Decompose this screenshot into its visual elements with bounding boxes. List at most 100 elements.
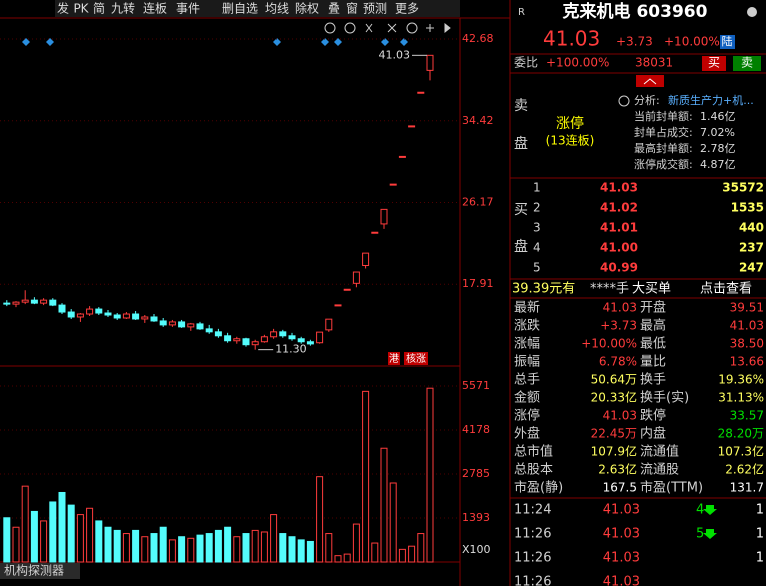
candle-body: [371, 231, 379, 234]
toolbar-button[interactable]: 简: [93, 2, 105, 16]
volume-bar: [214, 529, 222, 563]
analysis[interactable]: 新质生产力+机...: [668, 93, 754, 107]
volume-bar: [3, 517, 11, 563]
volume-bar: [150, 533, 158, 563]
candle-body: [426, 54, 434, 71]
candle-body: [270, 331, 278, 338]
tag-bg: [720, 35, 735, 49]
stat-label: 换手: [640, 373, 666, 388]
volume-tick-label: 5571: [462, 379, 490, 392]
bid-price: 41.03: [600, 181, 638, 195]
collapse-button[interactable]: [636, 75, 664, 87]
tick-volume: 1: [756, 503, 764, 518]
toolbar-button[interactable]: 窗: [346, 2, 358, 16]
candle-body: [352, 271, 360, 284]
volume-bar: [260, 531, 268, 563]
side-label: 买: [514, 202, 528, 218]
toolbar-button[interactable]: 更多: [395, 2, 419, 16]
candle-body: [251, 341, 259, 346]
seal-label: 涨停成交额:: [634, 157, 693, 171]
volume-bar: [113, 529, 121, 563]
stat-value: 6.78%: [599, 355, 637, 369]
toolbar-button[interactable]: 发: [57, 1, 69, 16]
volume-bar: [30, 510, 38, 563]
stat-value: 2.62亿: [725, 462, 764, 477]
candle-body: [343, 288, 351, 291]
tick-price: 41.03: [603, 503, 640, 518]
toolbar-button[interactable]: PK: [73, 2, 89, 16]
volume-bar: [233, 536, 241, 563]
volume-bar: [224, 526, 232, 563]
side-label: 盘: [514, 135, 528, 152]
analysis-label: 分析:: [634, 93, 660, 107]
candle-body: [334, 304, 342, 307]
y-tick-label: 42.68: [462, 32, 494, 45]
candle-body: [408, 125, 416, 128]
bid-volume: 237: [739, 241, 764, 255]
volume-bar: [76, 514, 84, 563]
volume-bar: [279, 533, 287, 563]
volume-bar: [306, 540, 314, 563]
bid-price: 41.02: [600, 201, 638, 215]
stat-label: 跌停: [640, 408, 666, 424]
volume-bar: [196, 534, 204, 563]
candle-body: [279, 331, 287, 337]
stat-value: +3.73: [600, 319, 637, 333]
volume-bar: [316, 476, 324, 563]
stat-value: 50.64万: [591, 373, 637, 387]
stat-label: 涨停: [514, 408, 540, 424]
stat-value: 38.50: [730, 337, 764, 351]
toolbar-button[interactable]: 预测: [363, 2, 387, 16]
buy-button-label[interactable]: 买: [708, 56, 720, 70]
candle-body: [178, 321, 186, 328]
stat-value: 19.36%: [718, 373, 764, 387]
stat-value: 131.7: [730, 481, 764, 495]
toolbar-button[interactable]: 九转: [111, 1, 135, 16]
stat-value: 31.13%: [718, 391, 764, 405]
stock-name: 克来机电 603960: [563, 1, 708, 22]
down-arrow: [703, 505, 717, 515]
candle-body: [205, 328, 213, 333]
big-order[interactable]: 点击查看: [700, 281, 752, 297]
candle-body: [159, 320, 167, 326]
menu-icon[interactable]: [747, 7, 757, 17]
weibi-label: 委比: [514, 56, 538, 70]
volume-bar: [141, 536, 149, 563]
toolbar-button[interactable]: 除权: [295, 1, 319, 16]
toolbar-button[interactable]: 连板: [143, 1, 167, 16]
stat-label: 最低: [640, 337, 666, 352]
sell-button-label[interactable]: 卖: [741, 56, 753, 70]
candle-body: [233, 338, 241, 342]
volume-bar: [122, 533, 130, 563]
candle-body: [58, 304, 66, 313]
toolbar-button[interactable]: 事件: [176, 2, 200, 16]
volume-bar: [67, 504, 75, 563]
y-tick-label: 17.91: [462, 277, 494, 290]
bid-price: 40.99: [600, 261, 638, 275]
collapse-icon[interactable]: [643, 78, 657, 85]
candle-body: [104, 312, 112, 316]
volume-tick-label: 2785: [462, 467, 490, 480]
toolbar-button[interactable]: 删自选: [222, 2, 258, 16]
big-order: ****手: [590, 282, 629, 297]
candle-body: [40, 299, 48, 304]
tab[interactable]: [0, 563, 80, 579]
tick-time: 11:24: [514, 503, 551, 518]
toolbar-button[interactable]: 叠: [328, 2, 340, 16]
stat-value: 33.57: [730, 409, 764, 423]
buy-button[interactable]: [702, 56, 726, 71]
stat-label: 开盘: [640, 300, 666, 316]
down-arrow: [703, 529, 717, 539]
chart-icons[interactable]: [324, 22, 451, 34]
sell-button[interactable]: [733, 56, 761, 71]
tab-label[interactable]: 机构探测器: [4, 563, 64, 578]
candle-body: [316, 331, 324, 344]
candle-body: [389, 183, 397, 186]
toolbar-button[interactable]: 均线: [265, 2, 289, 16]
side-label: 卖: [514, 98, 528, 114]
volume-bar: [178, 536, 186, 563]
candle-body: [297, 338, 305, 343]
stat-value: +10.00%: [581, 337, 637, 351]
candle-body: [306, 341, 314, 345]
volume-bar: [343, 553, 351, 563]
